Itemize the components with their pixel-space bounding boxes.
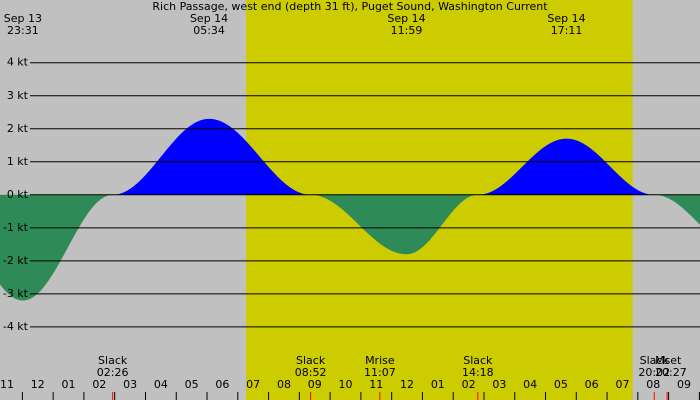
- x-tick-label: 02: [462, 378, 476, 391]
- x-tick-label: 09: [677, 378, 691, 391]
- peak-time: 23:31: [7, 24, 39, 37]
- y-tick-label: -1 kt: [3, 221, 29, 234]
- event-label: Slack: [296, 354, 326, 367]
- x-tick-label: 03: [492, 378, 506, 391]
- x-tick-label: 12: [31, 378, 45, 391]
- y-tick-label: 4 kt: [7, 56, 29, 69]
- x-tick-label: 08: [277, 378, 291, 391]
- current-area: [113, 118, 311, 195]
- y-tick-label: -3 kt: [3, 287, 29, 300]
- current-area: [0, 194, 113, 301]
- x-tick-label: 01: [62, 378, 76, 391]
- y-tick-label: -4 kt: [3, 320, 29, 333]
- event-label: Mrise: [365, 354, 395, 367]
- y-tick-label: 2 kt: [7, 122, 29, 135]
- x-tick-label: 07: [615, 378, 629, 391]
- y-tick-label: 3 kt: [7, 89, 29, 102]
- event-label: Slack: [463, 354, 493, 367]
- peak-time: 11:59: [391, 24, 423, 37]
- x-tick-label: 05: [554, 378, 568, 391]
- peak-time: 17:11: [551, 24, 583, 37]
- peak-date: Sep 14: [190, 12, 228, 25]
- event-time: 20:02: [638, 366, 670, 379]
- y-tick-label: -2 kt: [3, 254, 29, 267]
- current-area: [478, 138, 655, 195]
- event-time: 08:52: [295, 366, 327, 379]
- event-label: Slack: [640, 354, 670, 367]
- x-tick-label: 01: [431, 378, 445, 391]
- event-time: 20:27: [655, 366, 687, 379]
- y-tick-label: 1 kt: [7, 155, 29, 168]
- x-tick-label: 03: [123, 378, 137, 391]
- current-area: [655, 194, 700, 225]
- x-tick-label: 11: [369, 378, 383, 391]
- x-tick-label: 04: [523, 378, 537, 391]
- x-tick-label: 12: [400, 378, 414, 391]
- event-label: Mset: [655, 354, 682, 367]
- event-time: 11:07: [364, 366, 396, 379]
- event-label: Slack: [98, 354, 128, 367]
- peak-date: Sep 14: [387, 12, 425, 25]
- chart-title: Rich Passage, west end (depth 31 ft), Pu…: [152, 0, 548, 13]
- x-tick-label: 09: [308, 378, 322, 391]
- peak-date: Sep 14: [547, 12, 585, 25]
- x-tick-label: 08: [646, 378, 660, 391]
- current-area: [311, 194, 478, 255]
- x-tick-label: 07: [246, 378, 260, 391]
- x-tick-label: 06: [215, 378, 229, 391]
- peak-time: 05:34: [193, 24, 225, 37]
- y-tick-label: 0 kt: [7, 188, 29, 201]
- x-tick-label: 06: [585, 378, 599, 391]
- x-tick-label: 04: [154, 378, 168, 391]
- x-tick-label: 02: [92, 378, 106, 391]
- x-tick-label: 05: [185, 378, 199, 391]
- event-time: 14:18: [462, 366, 494, 379]
- x-tick-label: 11: [0, 378, 14, 391]
- peak-date: Sep 13: [4, 12, 42, 25]
- event-time: 02:26: [97, 366, 129, 379]
- x-tick-label: 10: [339, 378, 353, 391]
